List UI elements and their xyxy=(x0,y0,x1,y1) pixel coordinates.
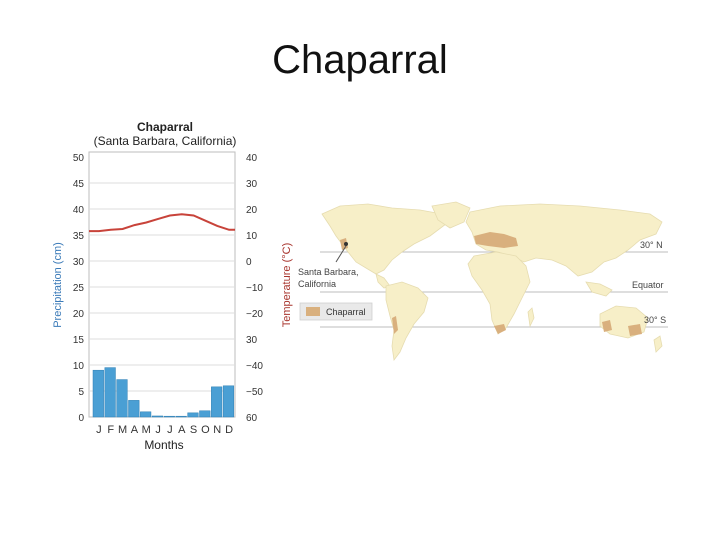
gridlines xyxy=(89,182,235,392)
land-masses xyxy=(321,201,663,362)
precip-bar xyxy=(163,415,175,418)
south-america xyxy=(385,281,429,362)
precip-bar xyxy=(128,400,140,418)
precip-tick-label: 50 xyxy=(73,153,85,164)
precip-bar xyxy=(92,369,104,418)
legend-label: Chaparral xyxy=(326,307,366,317)
chart-title: Chaparral xyxy=(137,120,193,134)
month-label: M xyxy=(142,424,151,436)
temp-tick-label: −50 xyxy=(246,387,263,398)
month-label: A xyxy=(178,424,186,436)
month-label: D xyxy=(225,424,233,436)
precip-tick-label: 45 xyxy=(73,179,85,190)
month-label: J xyxy=(96,424,102,436)
location-dot xyxy=(344,242,348,246)
temp-tick-label: 20 xyxy=(246,205,258,216)
north-america xyxy=(321,203,447,275)
precip-bar xyxy=(211,386,223,418)
precip-bar xyxy=(151,415,164,418)
temp-tick-label: −20 xyxy=(246,309,263,320)
slide-title: Chaparral xyxy=(272,38,448,82)
temp-tick-label: 30 xyxy=(246,179,258,190)
precip-tick-label: 0 xyxy=(78,413,84,424)
chart-subtitle: (Santa Barbara, California) xyxy=(94,134,237,148)
temp-tick-label: 10 xyxy=(246,231,258,242)
month-label: J xyxy=(167,424,173,436)
precip-bar xyxy=(187,412,199,418)
month-label: M xyxy=(118,424,127,436)
temp-tick-label: 0 xyxy=(246,257,252,268)
location-label-line1: Santa Barbara, xyxy=(298,267,359,277)
precip-bar xyxy=(104,367,116,418)
chaparral-mediterranean xyxy=(474,232,518,248)
x-axis-label: Months xyxy=(144,438,183,452)
temp-tick-label: 60 xyxy=(246,413,258,424)
madagascar xyxy=(527,307,535,328)
precip-bar xyxy=(116,379,128,418)
chaparral-regions xyxy=(340,232,642,336)
southeast-asia xyxy=(585,281,613,297)
temperature-line xyxy=(89,213,235,233)
temp-tick-label: 30 xyxy=(246,335,258,346)
precip-bar xyxy=(199,410,211,418)
precip-bar xyxy=(222,385,235,418)
precip-tick-label: 35 xyxy=(73,231,85,242)
chaparral-south-australia xyxy=(628,324,642,336)
precip-tick-label: 15 xyxy=(73,335,85,346)
precip-tick-label: 25 xyxy=(73,283,85,294)
precip-tick-label: 30 xyxy=(73,257,85,268)
month-label: S xyxy=(190,424,197,436)
temp-tick-label: −10 xyxy=(246,283,263,294)
month-label: O xyxy=(201,424,210,436)
month-label: F xyxy=(107,424,114,436)
equator-label: Equator xyxy=(632,280,664,290)
precip-tick-label: 20 xyxy=(73,309,85,320)
y-axis-label-left: Precipitation (cm) xyxy=(52,242,64,328)
month-label: J xyxy=(155,424,161,436)
temp-tick-label: −40 xyxy=(246,361,263,372)
chaparral-southwest-australia xyxy=(602,320,612,332)
precip-tick-label: 5 xyxy=(78,387,84,398)
lat-label-30s: 30° S xyxy=(644,315,666,325)
location-label-line2: California xyxy=(298,279,336,289)
temp-tick-label: 40 xyxy=(246,153,258,164)
precip-bars xyxy=(92,367,235,418)
chaparral-chile xyxy=(392,316,398,334)
location-pointer xyxy=(335,245,347,263)
precip-tick-label: 10 xyxy=(73,361,85,372)
africa xyxy=(467,251,531,335)
precip-bar xyxy=(175,415,187,418)
y-axis-label-right: Temperature (°C) xyxy=(281,243,293,327)
greenland xyxy=(431,201,471,229)
new-zealand xyxy=(653,335,663,353)
precip-tick-label: 40 xyxy=(73,205,85,216)
europe-asia xyxy=(465,203,663,277)
lat-label-30n: 30° N xyxy=(640,240,663,250)
chaparral-south-africa xyxy=(494,324,506,334)
temp-tick-labels: 40 30 20 10 0 −10 −20 30 −40 −50 60 xyxy=(246,153,263,424)
precip-bar xyxy=(140,411,152,418)
month-label: N xyxy=(213,424,221,436)
month-label: A xyxy=(131,424,139,436)
legend-swatch xyxy=(306,307,320,316)
